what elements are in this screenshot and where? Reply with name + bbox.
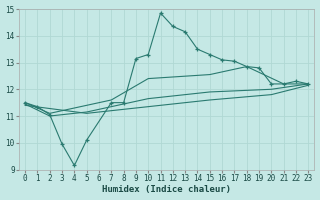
X-axis label: Humidex (Indice chaleur): Humidex (Indice chaleur) (102, 185, 231, 194)
